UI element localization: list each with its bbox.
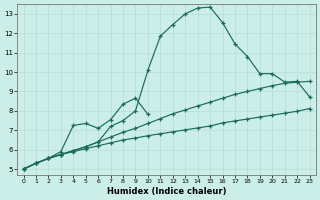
X-axis label: Humidex (Indice chaleur): Humidex (Indice chaleur) bbox=[107, 187, 226, 196]
